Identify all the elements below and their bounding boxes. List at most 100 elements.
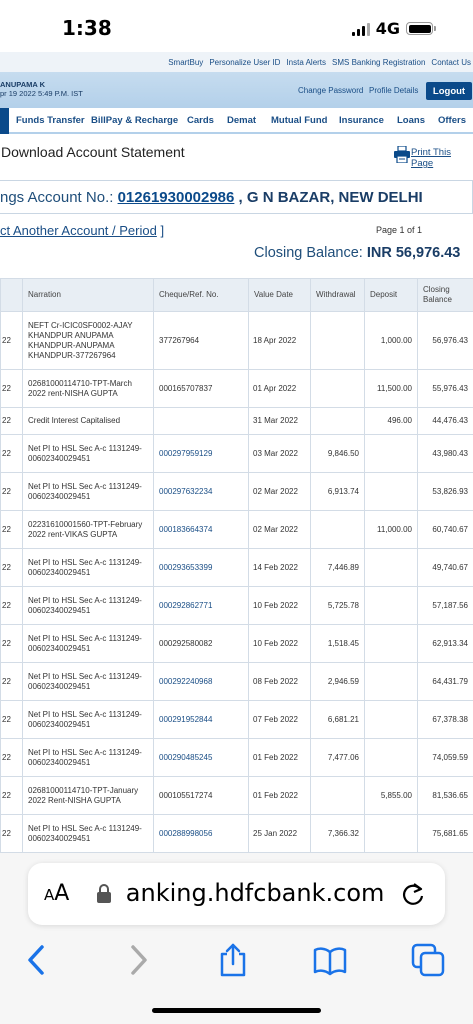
print-page-link[interactable]: Print This Page <box>411 147 451 169</box>
status-bar: 1:38 4G <box>0 0 473 52</box>
table-row: 22 NEFT Cr-ICIC0SF0002-AJAY KHANDPUR ANUP… <box>0 311 473 370</box>
nav-loans[interactable]: Loans <box>397 115 425 126</box>
cell-deposit <box>364 434 418 473</box>
reader-settings-button[interactable]: AA <box>44 881 69 906</box>
account-label: ngs Account No.: <box>0 189 114 206</box>
address-bar[interactable]: AA anking.hdfcbank.com <box>28 863 445 925</box>
cell-deposit <box>364 586 418 625</box>
back-icon[interactable] <box>20 943 54 977</box>
bookmarks-icon[interactable] <box>313 943 347 977</box>
cell-value-date: 10 Feb 2022 <box>248 624 311 663</box>
network-type: 4G <box>375 19 400 38</box>
main-nav: Funds Transfer BillPay & Recharge Cards … <box>0 108 473 134</box>
select-account-period-link[interactable]: ct Another Account / Period <box>0 223 157 238</box>
status-time: 1:38 <box>62 16 112 40</box>
cell-value-date: 01 Apr 2022 <box>248 369 311 408</box>
cell-date-fragment: 22 <box>0 472 23 511</box>
cell-ref-no[interactable]: 000183664374 <box>153 510 249 549</box>
cell-date-fragment: 22 <box>0 407 23 435</box>
nav-cards[interactable]: Cards <box>187 115 214 126</box>
cell-value-date: 08 Feb 2022 <box>248 662 311 701</box>
nav-insurance[interactable]: Insurance <box>339 115 384 126</box>
table-row: 22 Net PI to HSL Sec A-c 1131249-00602340… <box>0 548 473 587</box>
cell-value-date: 03 Mar 2022 <box>248 434 311 473</box>
table-row: 22 Net PI to HSL Sec A-c 1131249-00602340… <box>0 586 473 625</box>
nav-billpay-recharge[interactable]: BillPay & Recharge <box>91 115 179 126</box>
cell-withdrawal: 5,725.78 <box>310 586 365 625</box>
home-indicator <box>152 1008 321 1013</box>
logout-button[interactable]: Logout <box>426 82 472 100</box>
battery-icon <box>406 22 436 35</box>
cell-date-fragment: 22 <box>0 776 23 815</box>
cell-ref-no[interactable]: 000291952844 <box>153 700 249 739</box>
cell-value-date: 31 Mar 2022 <box>248 407 311 435</box>
top-link-contact-us[interactable]: Contact Us <box>431 57 471 67</box>
nav-funds-transfer[interactable]: Funds Transfer <box>16 115 85 126</box>
nav-offers[interactable]: Offers <box>438 115 466 126</box>
reload-icon[interactable] <box>400 881 426 907</box>
top-link-sms-banking[interactable]: SMS Banking Registration <box>332 57 426 67</box>
user-name: ANUPAMA K <box>0 80 45 89</box>
account-number-link[interactable]: 01261930002986 <box>117 189 235 206</box>
col-header-closing-balance: Closing Balance <box>417 278 473 312</box>
cell-withdrawal <box>310 369 365 408</box>
cell-ref-no[interactable]: 000292240968 <box>153 662 249 701</box>
top-link-smartbuy[interactable]: SmartBuy <box>168 57 204 67</box>
cell-ref-no: 000165707837 <box>153 369 249 408</box>
top-link-insta-alerts[interactable]: Insta Alerts <box>286 57 327 67</box>
printer-icon[interactable] <box>394 146 410 163</box>
col-header-withdrawal: Withdrawal <box>310 278 365 312</box>
nav-active-tab[interactable] <box>0 108 9 134</box>
cell-closing-balance: 55,976.43 <box>417 369 473 408</box>
cell-deposit: 11,000.00 <box>364 510 418 549</box>
cell-ref-no[interactable]: 000290485245 <box>153 738 249 777</box>
cell-narration: Credit Interest Capitalised <box>22 407 154 435</box>
cell-ref-no[interactable]: 000297959129 <box>153 434 249 473</box>
select-bracket: ] <box>160 223 165 238</box>
cell-narration: NEFT Cr-ICIC0SF0002-AJAY KHANDPUR ANUPAM… <box>22 311 154 370</box>
table-row: 22 02231610001560-TPT-February 2022 rent-… <box>0 510 473 549</box>
col-header-value-date: Value Date <box>248 278 311 312</box>
forward-icon[interactable] <box>121 943 155 977</box>
cell-closing-balance: 57,187.56 <box>417 586 473 625</box>
cell-withdrawal <box>310 407 365 435</box>
share-icon[interactable] <box>216 943 250 977</box>
cell-closing-balance: 81,536.65 <box>417 776 473 815</box>
cell-withdrawal: 7,477.06 <box>310 738 365 777</box>
cell-closing-balance: 67,378.38 <box>417 700 473 739</box>
cell-closing-balance: 75,681.65 <box>417 814 473 853</box>
table-row: 22 Net PI to HSL Sec A-c 1131249-00602340… <box>0 814 473 853</box>
cell-ref-no[interactable]: 000292862771 <box>153 586 249 625</box>
cell-deposit: 5,855.00 <box>364 776 418 815</box>
nav-demat[interactable]: Demat <box>227 115 257 126</box>
cell-date-fragment: 22 <box>0 814 23 853</box>
table-row: 22 Net PI to HSL Sec A-c 1131249-00602340… <box>0 738 473 777</box>
cell-value-date: 02 Mar 2022 <box>248 472 311 511</box>
closing-balance: Closing Balance: INR 56,976.43 <box>254 245 460 261</box>
cell-withdrawal <box>310 776 365 815</box>
profile-details-link[interactable]: Profile Details <box>369 86 419 95</box>
cell-narration: Net PI to HSL Sec A-c 1131249-0060234002… <box>22 700 154 739</box>
cell-ref-no[interactable]: 000297632234 <box>153 472 249 511</box>
url-text[interactable]: anking.hdfcbank.com <box>121 879 385 907</box>
cell-ref-no[interactable]: 000288998056 <box>153 814 249 853</box>
closing-balance-value: INR 56,976.43 <box>366 245 461 261</box>
cell-value-date: 07 Feb 2022 <box>248 700 311 739</box>
tabs-icon[interactable] <box>411 943 445 977</box>
table-row: 22 02681000114710-TPT-March 2022 rent-NIS… <box>0 369 473 408</box>
top-links-bar: SmartBuy Personalize User ID Insta Alert… <box>0 52 473 72</box>
cell-date-fragment: 22 <box>0 311 23 370</box>
table-header-row: Narration Cheque/Ref. No. Value Date Wit… <box>0 278 473 312</box>
cell-closing-balance: 62,913.34 <box>417 624 473 663</box>
top-link-personalize-user-id[interactable]: Personalize User ID <box>209 57 281 67</box>
nav-mutual-fund[interactable]: Mutual Fund <box>271 115 328 126</box>
table-row: 22 Net PI to HSL Sec A-c 1131249-00602340… <box>0 472 473 511</box>
cell-value-date: 01 Feb 2022 <box>248 738 311 777</box>
cell-ref-no: 377267964 <box>153 311 249 370</box>
account-branch: , G N BAZAR, NEW DELHI <box>238 189 423 206</box>
cell-ref-no: 000105517274 <box>153 776 249 815</box>
cell-narration: 02681000114710-TPT-March 2022 rent-NISHA… <box>22 369 154 408</box>
cell-ref-no[interactable]: 000293653399 <box>153 548 249 587</box>
change-password-link[interactable]: Change Password <box>298 86 364 95</box>
page-title: Download Account Statement <box>1 144 185 160</box>
